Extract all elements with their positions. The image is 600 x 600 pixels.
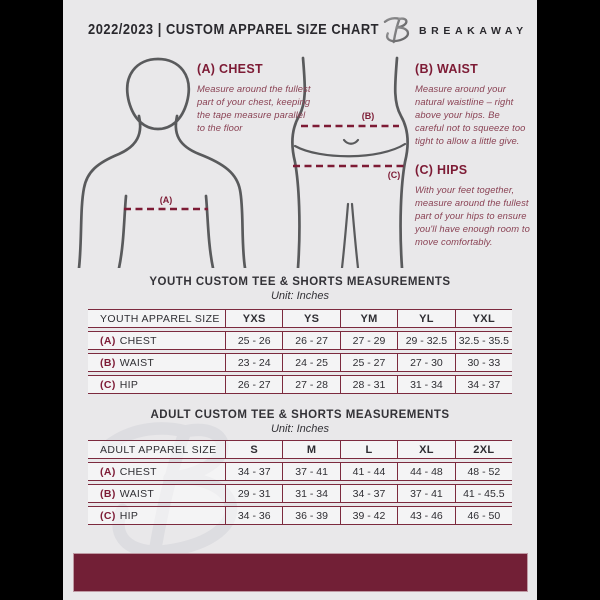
cell-value: 25 - 26 xyxy=(225,332,282,349)
cell-value: 27 - 28 xyxy=(282,376,339,393)
cell-value: 41 - 45.5 xyxy=(454,485,512,502)
cell-value: 44 - 48 xyxy=(397,463,454,480)
column-header: S xyxy=(225,441,282,458)
cell-value: 41 - 44 xyxy=(339,463,397,480)
youth-size-table: YOUTH APPAREL SIZE YXS YS YM YL YXL (A) C… xyxy=(88,309,512,397)
chart-paper: 2022/2023 | CUSTOM APPAREL SIZE CHART BR… xyxy=(63,0,537,600)
cell-value: 37 - 41 xyxy=(397,485,454,502)
adult-table-title: ADULT CUSTOM TEE & SHORTS MEASUREMENTS xyxy=(150,409,450,421)
waist-heading: (B) WAIST xyxy=(415,62,479,76)
cell-value: 24 - 25 xyxy=(282,354,339,371)
column-header: YL xyxy=(397,310,454,327)
cell-value: 43 - 46 xyxy=(397,507,454,524)
cell-value: 34 - 37 xyxy=(339,485,397,502)
row-key: (B) xyxy=(100,356,116,369)
chest-heading: (A) CHEST xyxy=(197,62,263,76)
cell-value: 31 - 34 xyxy=(282,485,339,502)
table-row: (A) CHEST 25 - 26 26 - 27 27 - 29 29 - 32… xyxy=(88,331,512,350)
waist-body-text: Measure around your natural waistline – … xyxy=(415,83,526,146)
chest-line-label: (A) xyxy=(160,195,173,205)
breakaway-b-logo-icon xyxy=(383,17,410,44)
row-key: (C) xyxy=(100,378,116,391)
table-row: (B) WAIST 29 - 31 31 - 34 34 - 37 37 - 41… xyxy=(88,484,512,503)
cell-value: 31 - 34 xyxy=(397,376,454,393)
waist-line-label: (B) xyxy=(362,111,375,121)
table-row: (A) CHEST 34 - 37 37 - 41 41 - 44 44 - 48… xyxy=(88,462,512,481)
table-row: (C) HIP 34 - 36 36 - 39 39 - 42 43 - 46 4… xyxy=(88,506,512,525)
table-header-row: YOUTH APPAREL SIZE YXS YS YM YL YXL xyxy=(88,309,512,328)
youth-table-unit: Unit: Inches xyxy=(270,290,330,302)
row-label: CHEST xyxy=(119,465,157,478)
column-header: YS xyxy=(282,310,339,327)
column-header: YM xyxy=(339,310,397,327)
column-header: ADULT APPAREL SIZE xyxy=(100,443,217,456)
row-key: (B) xyxy=(100,487,116,500)
cell-value: 32.5 - 35.5 xyxy=(454,332,512,349)
hips-instructions: (C) HIPS With your feet together, measur… xyxy=(415,163,531,249)
column-header: YXS xyxy=(225,310,282,327)
cell-value: 34 - 36 xyxy=(225,507,282,524)
chest-measurement-diagram: (A) xyxy=(77,57,247,268)
waist-instructions: (B) WAIST Measure around your natural wa… xyxy=(415,62,531,148)
youth-table-title: YOUTH CUSTOM TEE & SHORTS MEASUREMENTS xyxy=(149,276,451,288)
row-key: (A) xyxy=(100,465,116,478)
adult-size-table: ADULT APPAREL SIZE S M L XL 2XL (A) CHEST… xyxy=(88,440,512,528)
column-header: 2XL xyxy=(454,441,512,458)
column-header: L xyxy=(339,441,397,458)
table-row: (B) WAIST 23 - 24 24 - 25 25 - 27 27 - 30… xyxy=(88,353,512,372)
cell-value: 25 - 27 xyxy=(339,354,397,371)
cell-value: 46 - 50 xyxy=(454,507,512,524)
brand-name: BREAKAWAY xyxy=(419,25,528,37)
table-row: (C) HIP 26 - 27 27 - 28 28 - 31 31 - 34 3… xyxy=(88,375,512,394)
adult-section-header: ADULT CUSTOM TEE & SHORTS MEASUREMENTS U… xyxy=(63,409,537,435)
cell-value: 29 - 31 xyxy=(225,485,282,502)
cell-value: 27 - 30 xyxy=(397,354,454,371)
cell-value: 27 - 29 xyxy=(339,332,397,349)
page-title: 2022/2023 | CUSTOM APPAREL SIZE CHART xyxy=(88,21,380,38)
row-key: (C) xyxy=(100,509,116,522)
chest-instructions: (A) CHEST Measure around the fullest par… xyxy=(197,62,313,135)
column-header: M xyxy=(282,441,339,458)
cell-value: 36 - 39 xyxy=(282,507,339,524)
cell-value: 26 - 27 xyxy=(225,376,282,393)
column-header: XL xyxy=(397,441,454,458)
cell-value: 28 - 31 xyxy=(339,376,397,393)
cell-value: 30 - 33 xyxy=(454,354,512,371)
hips-heading: (C) HIPS xyxy=(415,163,468,177)
cell-value: 34 - 37 xyxy=(225,463,282,480)
cell-value: 34 - 37 xyxy=(454,376,512,393)
adult-table-unit: Unit: Inches xyxy=(270,423,330,435)
youth-section-header: YOUTH CUSTOM TEE & SHORTS MEASUREMENTS U… xyxy=(63,276,537,302)
row-label: WAIST xyxy=(119,487,155,500)
row-label: HIP xyxy=(119,378,139,391)
cell-value: 26 - 27 xyxy=(282,332,339,349)
chest-body-text: Measure around the fullest part of your … xyxy=(197,83,311,133)
footer-accent-bar xyxy=(73,553,528,592)
row-label: HIP xyxy=(119,509,139,522)
waist-hips-measurement-diagram: (B) (C) xyxy=(291,56,409,268)
hips-body-text: With your feet together, measure around … xyxy=(415,184,530,247)
hips-line-label: (C) xyxy=(388,170,401,180)
row-label: CHEST xyxy=(119,334,157,347)
cell-value: 29 - 32.5 xyxy=(397,332,454,349)
cell-value: 37 - 41 xyxy=(282,463,339,480)
table-header-row: ADULT APPAREL SIZE S M L XL 2XL xyxy=(88,440,512,459)
column-header: YXL xyxy=(454,310,512,327)
cell-value: 23 - 24 xyxy=(225,354,282,371)
column-header: YOUTH APPAREL SIZE xyxy=(100,312,220,325)
row-key: (A) xyxy=(100,334,116,347)
cell-value: 48 - 52 xyxy=(454,463,512,480)
cell-value: 39 - 42 xyxy=(339,507,397,524)
row-label: WAIST xyxy=(119,356,155,369)
